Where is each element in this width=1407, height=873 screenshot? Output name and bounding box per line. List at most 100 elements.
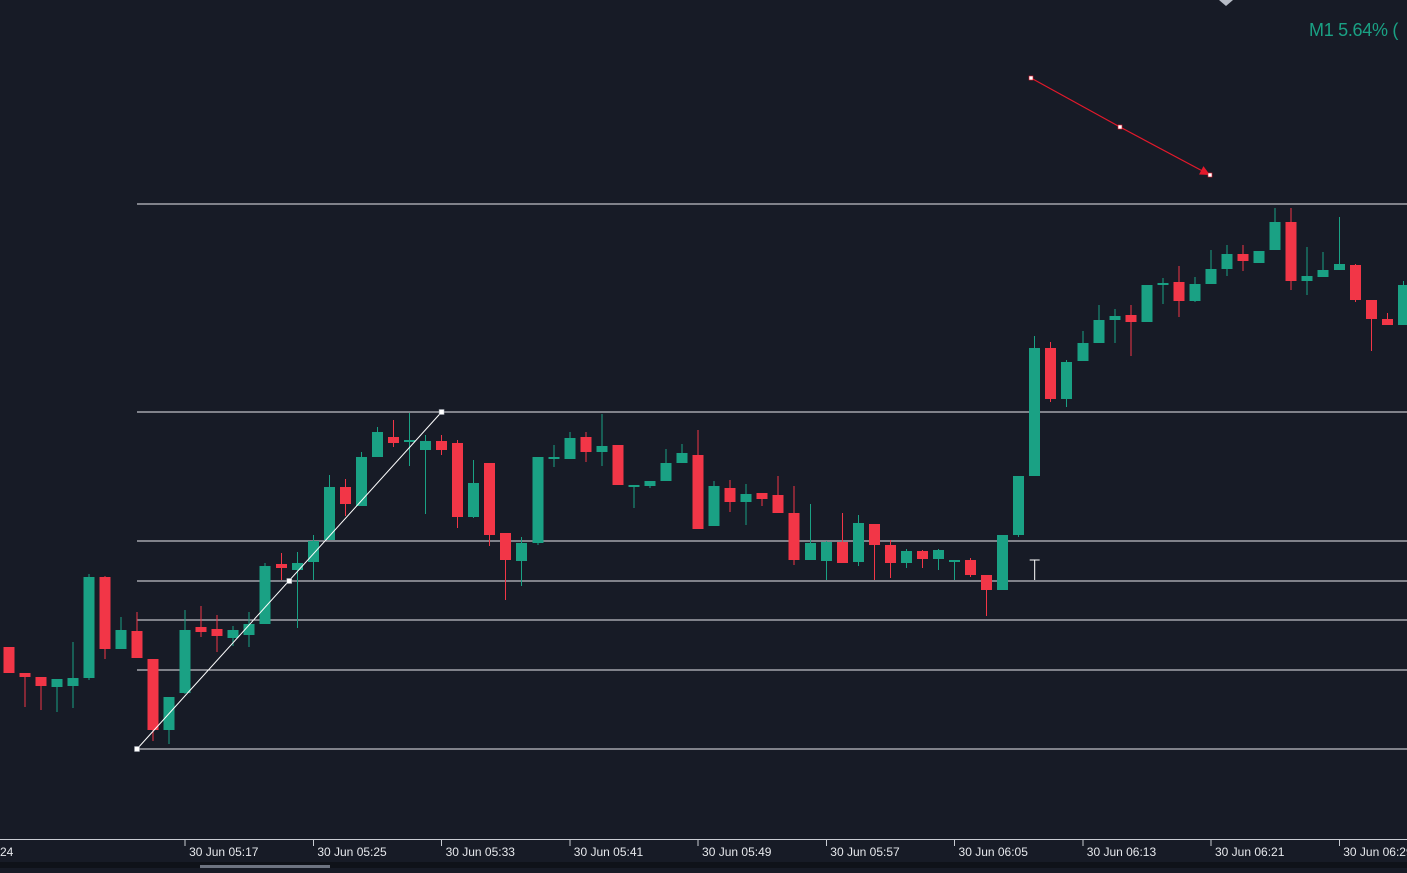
candle-up bbox=[83, 574, 95, 680]
candle-body bbox=[99, 577, 111, 649]
candle-body bbox=[1157, 283, 1169, 285]
arrow-handle bbox=[1117, 124, 1123, 130]
candle-body bbox=[612, 445, 624, 485]
candle-up bbox=[1109, 309, 1121, 343]
candle-up bbox=[820, 541, 832, 580]
candle-body bbox=[1189, 284, 1201, 301]
candle-up bbox=[852, 515, 864, 566]
candle-body bbox=[19, 673, 31, 677]
candle-body bbox=[1397, 285, 1407, 325]
candle-body bbox=[1077, 343, 1089, 361]
candle-body bbox=[772, 495, 784, 513]
candle-body bbox=[997, 535, 1009, 590]
candle-up bbox=[355, 452, 367, 506]
time-axis-tick-label: 30 Jun 05:25 bbox=[317, 845, 387, 859]
candle-body bbox=[1237, 254, 1249, 261]
candle-down bbox=[772, 476, 784, 513]
candle-body bbox=[740, 494, 752, 502]
candle-body bbox=[51, 679, 63, 687]
candle-body bbox=[724, 488, 736, 502]
candle-body bbox=[1013, 476, 1025, 535]
candle-up bbox=[564, 432, 576, 459]
candle-down bbox=[1285, 208, 1297, 290]
candle-up bbox=[1253, 251, 1265, 263]
candle-down bbox=[484, 463, 496, 546]
candle-body bbox=[452, 443, 464, 517]
time-axis-tick-label: 30 Jun 05:41 bbox=[574, 845, 644, 859]
candle-up bbox=[1029, 336, 1041, 476]
candle-body bbox=[67, 678, 79, 686]
candle-body bbox=[900, 551, 912, 563]
candle-up bbox=[323, 475, 335, 540]
candle-body bbox=[1093, 320, 1105, 343]
candle-body bbox=[1173, 282, 1185, 301]
candle-up bbox=[468, 460, 480, 518]
candle-body bbox=[1141, 285, 1153, 322]
candle-body bbox=[981, 575, 993, 590]
candle-up bbox=[644, 481, 656, 488]
candle-down bbox=[3, 647, 15, 673]
candle-body bbox=[420, 441, 432, 450]
candle-body bbox=[35, 677, 47, 686]
candle-body bbox=[692, 455, 704, 529]
candle-down bbox=[99, 576, 111, 659]
candle-down bbox=[35, 677, 47, 710]
candle-up bbox=[371, 427, 383, 457]
candle-body bbox=[243, 624, 255, 635]
candle-body bbox=[949, 560, 961, 562]
candle-down bbox=[1349, 264, 1361, 302]
time-axis-tick-label: 30 Jun 05:57 bbox=[830, 845, 900, 859]
candle-body bbox=[965, 560, 977, 575]
candle-body bbox=[436, 441, 448, 450]
candle-body bbox=[307, 541, 319, 562]
candle-up bbox=[740, 484, 752, 525]
candle-up bbox=[628, 485, 640, 508]
candle-down bbox=[1173, 266, 1185, 317]
candle-up bbox=[997, 535, 1009, 590]
candle-body bbox=[275, 564, 287, 568]
candle-up bbox=[1269, 208, 1281, 250]
candle-body bbox=[3, 647, 15, 673]
candle-body bbox=[1253, 251, 1265, 263]
candle-body bbox=[1109, 316, 1121, 320]
candle-body bbox=[933, 550, 944, 559]
candle-up bbox=[1093, 305, 1105, 343]
candle-body bbox=[1125, 315, 1137, 322]
candle-up bbox=[660, 449, 672, 481]
candle-down bbox=[1045, 342, 1057, 402]
candle-body bbox=[115, 630, 127, 649]
candle-body bbox=[804, 543, 816, 560]
candle-down bbox=[452, 440, 464, 528]
candle-body bbox=[564, 438, 576, 459]
candle-down bbox=[692, 430, 704, 529]
candle-up bbox=[1301, 247, 1313, 295]
candle-up bbox=[676, 444, 688, 463]
diamond-marker-icon bbox=[1219, 0, 1233, 6]
candle-up bbox=[259, 563, 271, 624]
time-axis-tick-label: 30 Jun 05:49 bbox=[702, 845, 772, 859]
candle-body bbox=[756, 493, 768, 499]
candle-body bbox=[404, 440, 416, 442]
time-axis-tick-label: 30 Jun 05:33 bbox=[446, 845, 516, 859]
candle-up bbox=[1221, 245, 1233, 276]
candle-body bbox=[1061, 362, 1073, 399]
candle-body bbox=[339, 487, 351, 504]
candle-up bbox=[115, 617, 127, 649]
candle-up bbox=[1013, 476, 1025, 537]
candle-body bbox=[1285, 222, 1297, 281]
candle-body bbox=[532, 457, 544, 543]
candle-body bbox=[355, 457, 367, 506]
candle-up bbox=[179, 610, 191, 694]
candle-down bbox=[868, 524, 880, 580]
candle-body bbox=[708, 486, 720, 526]
scrollbar-thumb[interactable] bbox=[200, 865, 330, 868]
arrow-handle bbox=[1207, 172, 1213, 178]
candle-body bbox=[836, 542, 848, 563]
candle-body bbox=[516, 543, 528, 561]
candle-down bbox=[1125, 305, 1137, 356]
candle-body bbox=[852, 523, 864, 562]
horizontal-scrollbar[interactable] bbox=[0, 862, 1407, 868]
candle-down bbox=[387, 420, 399, 447]
